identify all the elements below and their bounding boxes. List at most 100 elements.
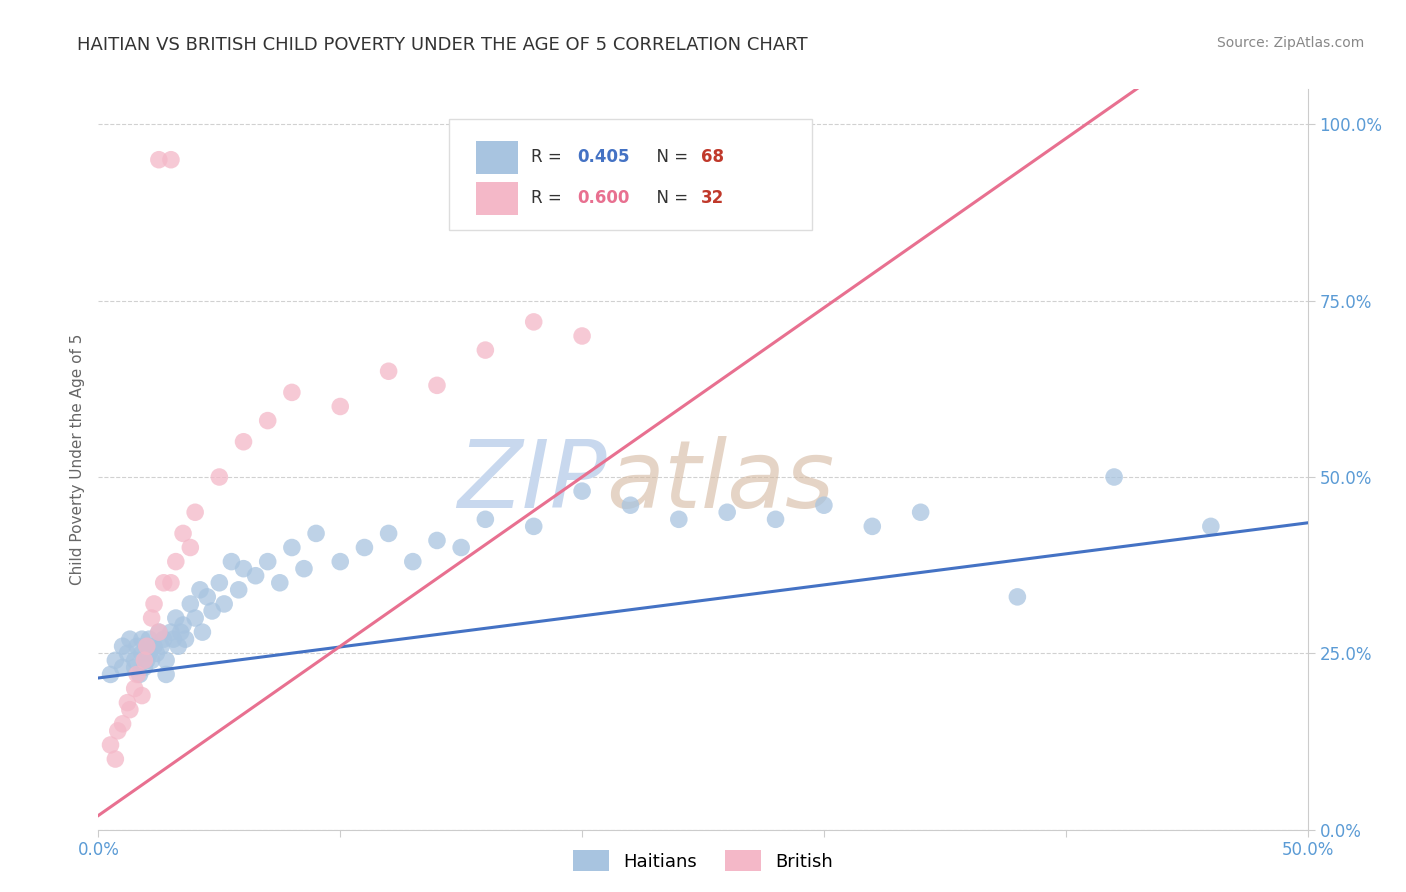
Point	[1199, 519, 1222, 533]
Point	[118, 703, 141, 717]
Point	[195, 590, 218, 604]
Point	[765, 512, 787, 526]
Point	[127, 667, 149, 681]
Point	[100, 667, 122, 681]
Point	[135, 639, 157, 653]
Point	[450, 541, 472, 555]
Point	[111, 716, 134, 731]
Point	[188, 582, 211, 597]
Point	[184, 611, 207, 625]
FancyBboxPatch shape	[475, 141, 517, 174]
Text: 0.405: 0.405	[578, 148, 630, 166]
Point	[212, 597, 235, 611]
Point	[571, 484, 593, 499]
Point	[111, 639, 134, 653]
Point	[162, 632, 184, 647]
Point	[155, 667, 177, 681]
Text: 32: 32	[700, 189, 724, 207]
Point	[117, 646, 139, 660]
Point	[172, 618, 194, 632]
Point	[148, 625, 170, 640]
Point	[716, 505, 738, 519]
Point	[208, 470, 231, 484]
FancyBboxPatch shape	[449, 119, 811, 230]
Point	[402, 555, 425, 569]
Point	[124, 660, 146, 674]
Point	[860, 519, 883, 533]
Point	[160, 625, 183, 640]
Point	[221, 555, 243, 569]
Point	[353, 541, 375, 555]
Point	[152, 575, 174, 590]
Point	[138, 646, 160, 660]
Text: R =: R =	[531, 189, 567, 207]
Point	[134, 660, 156, 674]
Point	[377, 526, 399, 541]
Point	[160, 153, 183, 167]
Point	[148, 625, 170, 640]
Text: HAITIAN VS BRITISH CHILD POVERTY UNDER THE AGE OF 5 CORRELATION CHART: HAITIAN VS BRITISH CHILD POVERTY UNDER T…	[77, 36, 808, 54]
Point	[201, 604, 224, 618]
Point	[104, 653, 127, 667]
Point	[167, 639, 190, 653]
Point	[155, 653, 177, 667]
Text: 68: 68	[700, 148, 724, 166]
Point	[104, 752, 127, 766]
Point	[141, 611, 163, 625]
Point	[474, 512, 496, 526]
Point	[128, 667, 150, 681]
Point	[131, 646, 153, 660]
Point	[426, 533, 449, 548]
Point	[135, 639, 157, 653]
Point	[179, 597, 201, 611]
Point	[174, 632, 197, 647]
Text: Source: ZipAtlas.com: Source: ZipAtlas.com	[1216, 36, 1364, 50]
Point	[138, 632, 160, 647]
Point	[281, 541, 304, 555]
Point	[127, 639, 149, 653]
Text: 0.600: 0.600	[578, 189, 630, 207]
Point	[124, 653, 146, 667]
Point	[150, 639, 173, 653]
Point	[523, 315, 546, 329]
Point	[910, 505, 932, 519]
Text: atlas: atlas	[606, 436, 835, 527]
Text: R =: R =	[531, 148, 567, 166]
Point	[256, 555, 278, 569]
Point	[134, 653, 156, 667]
Point	[305, 526, 328, 541]
Legend: Haitians, British: Haitians, British	[567, 843, 839, 879]
Point	[474, 343, 496, 357]
Text: ZIP: ZIP	[457, 436, 606, 527]
Point	[256, 414, 278, 428]
Point	[143, 639, 166, 653]
Point	[245, 568, 267, 582]
Point	[165, 611, 187, 625]
Point	[148, 153, 170, 167]
Point	[117, 696, 139, 710]
Point	[124, 681, 146, 696]
Point	[100, 738, 122, 752]
Point	[329, 400, 352, 414]
Point	[292, 562, 315, 576]
Point	[1007, 590, 1029, 604]
Point	[377, 364, 399, 378]
Point	[111, 660, 134, 674]
Point	[172, 526, 194, 541]
Point	[523, 519, 546, 533]
Point	[329, 555, 352, 569]
Point	[131, 632, 153, 647]
Point	[107, 723, 129, 738]
Point	[813, 498, 835, 512]
Point	[143, 597, 166, 611]
Point	[426, 378, 449, 392]
Point	[165, 555, 187, 569]
Point	[281, 385, 304, 400]
Point	[141, 653, 163, 667]
Point	[1102, 470, 1125, 484]
FancyBboxPatch shape	[475, 182, 517, 215]
Point	[179, 541, 201, 555]
Point	[145, 646, 167, 660]
Point	[152, 632, 174, 647]
Point	[169, 625, 191, 640]
